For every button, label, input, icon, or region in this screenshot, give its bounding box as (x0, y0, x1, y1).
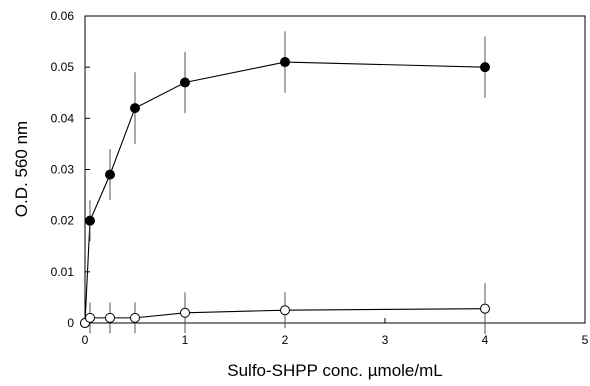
y-tick-label: 0.05 (51, 60, 75, 74)
data-point (85, 215, 95, 226)
x-tick-label: 0 (82, 333, 89, 347)
data-point (85, 312, 95, 323)
y-tick-label: 0.06 (51, 9, 75, 23)
data-point (180, 77, 190, 88)
x-tick-label: 4 (482, 333, 489, 347)
y-tick-label: 0.01 (51, 265, 75, 279)
x-tick-label: 3 (382, 333, 389, 347)
data-point (180, 307, 190, 318)
plot-area-frame (84, 15, 586, 324)
data-point (105, 312, 115, 323)
data-point (280, 57, 290, 68)
y-tick-label: 0.04 (51, 111, 75, 125)
y-axis-label: O.D. 560 nm (12, 121, 31, 217)
data-point (130, 312, 140, 323)
data-point (280, 305, 290, 316)
y-axis: 0 0.01 0.02 0.03 0.04 0.05 0.06 (51, 9, 90, 330)
x-axis: 0 1 2 3 4 5 (82, 318, 589, 347)
y-tick-label: 0.02 (51, 214, 75, 228)
data-point (480, 62, 490, 73)
series-1 (80, 31, 490, 328)
series-line (84, 61, 486, 324)
y-tick-label: 0 (67, 316, 74, 330)
series-2 (80, 283, 490, 335)
y-tick-label: 0.03 (51, 163, 75, 177)
x-tick-label: 5 (582, 333, 589, 347)
x-tick-label: 1 (182, 333, 189, 347)
data-point (105, 169, 115, 180)
data-point (130, 103, 140, 114)
x-axis-label: Sulfo-SHPP conc. µmole/mL (227, 361, 442, 380)
x-tick-label: 2 (282, 333, 289, 347)
series-layer (80, 31, 490, 335)
data-point (480, 303, 490, 314)
